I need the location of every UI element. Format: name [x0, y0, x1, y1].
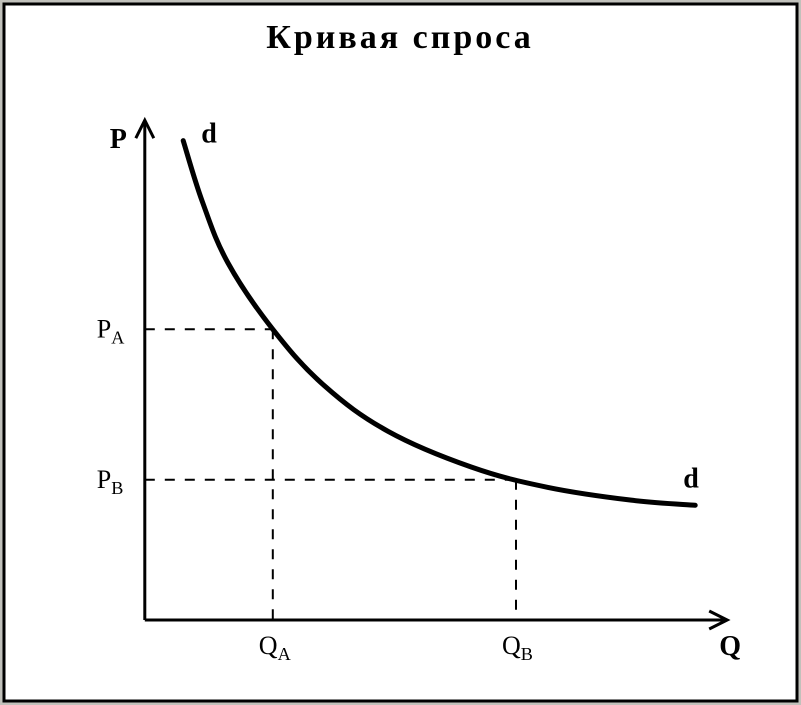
x-axis-label: Q [719, 631, 741, 662]
chart-container: Кривая спросаPQPAQAPBQBdd [0, 0, 801, 705]
demand-curve-chart: Кривая спросаPQPAQAPBQBdd [0, 0, 801, 705]
curve-label-start: d [201, 119, 217, 150]
panel-border [4, 4, 797, 701]
curve-label-end: d [683, 463, 699, 494]
y-axis-label: P [110, 124, 127, 155]
chart-title: Кривая спроса [266, 19, 534, 56]
